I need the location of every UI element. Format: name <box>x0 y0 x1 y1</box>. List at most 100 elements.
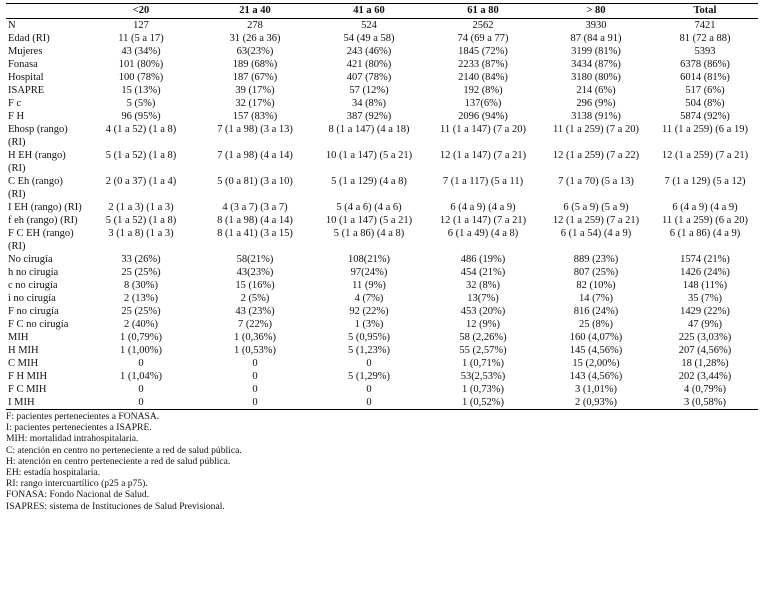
table-cell: 6 (1 a 54) (4 a 9) <box>560 228 632 239</box>
table-cell: 5 (5%) <box>126 98 156 109</box>
table-cell: 2562 <box>472 20 494 31</box>
table-cell: 32 (17%) <box>235 98 275 109</box>
table-cell: 296 (9%) <box>576 98 616 109</box>
row-label: No cirugía <box>8 254 53 265</box>
table-cell: 1426 (24%) <box>680 267 730 278</box>
table-cell: 12 (1 a 259) (7 a 21) <box>661 150 749 161</box>
table-row: No cirugía 33 (26%) 58(21%) 108(21%) 486 (19… <box>6 253 758 266</box>
table-row: h no cirugía 25 (25%) 43(23%) 97(24%) 454 (2… <box>6 266 758 279</box>
table-cell: 5 (0 a 81) (3 a 10) <box>217 176 293 187</box>
table-row: H EH (rango) (RI) 5 (1 a 52) (1 a 8) 7 (1 … <box>6 149 758 175</box>
header-row: <20 21 a 40 41 a 60 61 a 80 > 80 Total <box>6 3 758 19</box>
table-cell: 5 (1,23%) <box>348 345 390 356</box>
table-cell: 0 <box>366 358 372 369</box>
table-cell: 7 (1 a 98) (3 a 13) <box>217 124 293 135</box>
table-row: F c 5 (5%) 32 (17%) 34 (8%) 137(6%) 296 (9%) 5… <box>6 97 758 110</box>
table-cell: 192 (8%) <box>463 85 503 96</box>
table-cell: 0 <box>252 384 258 395</box>
table-cell: 1 (0,79%) <box>120 332 162 343</box>
header-cell: > 80 <box>540 3 652 19</box>
table-cell: 1 (0,36%) <box>234 332 276 343</box>
table-row: C MIH 0 0 0 1 (0,71%) 15 (2,00%) 18 (1,28%) <box>6 357 758 370</box>
row-label: F no cirugía <box>8 306 59 317</box>
table-cell: 2 (0 a 37) (1 a 4) <box>105 176 177 187</box>
table-row: f eh (rango) (RI) 5 (1 a 52) (1 a 8) 8 (1 … <box>6 214 758 227</box>
table-row: Mujeres 43 (34%) 63(23%) 243 (46%) 1845 (72%… <box>6 45 758 58</box>
footnote: F: pacientes pertenecientes a FONASA. <box>6 411 160 422</box>
table-cell: 12 (1 a 147) (7 a 21) <box>439 150 527 161</box>
table-cell: 2 (13%) <box>123 293 159 304</box>
footnote: ISAPRES: sistema de Instituciones de Sal… <box>6 500 225 512</box>
table-cell: 5 (4 a 6) (4 a 6) <box>336 202 402 213</box>
table-cell: 2140 (84%) <box>458 72 508 83</box>
table-cell: 517 (6%) <box>685 85 725 96</box>
table-row: F H MIH 1 (1,04%) 0 5 (1,29%) 53(2,53%) 143 (… <box>6 370 758 383</box>
table-cell: 11 (1 a 259) (6 a 19) <box>662 124 748 135</box>
table-cell: 6014 (81%) <box>680 72 730 83</box>
row-label: Fonasa <box>8 59 38 70</box>
table-cell: 87 (84 a 91) <box>570 33 622 44</box>
table-cell: 34 (8%) <box>351 98 387 109</box>
table-cell: 57 (12%) <box>349 85 389 96</box>
table-cell: 11 (5 a 17) <box>118 33 164 44</box>
table-cell: 25 (25%) <box>121 267 161 278</box>
row-label: F H <box>8 111 25 122</box>
table-cell: 11 (1 a 259) (6 a 20) <box>662 215 748 226</box>
table-cell: 225 (3,03%) <box>678 332 732 343</box>
table-cell: 3199 (81%) <box>571 46 621 57</box>
table-cell: 160 (4,07%) <box>569 332 623 343</box>
table-row: ISAPRE 15 (13%) 39 (17%) 57 (12%) 192 (8%) 21… <box>6 84 758 97</box>
table-cell: 43(23%) <box>236 267 274 278</box>
table-cell: 1 (3%) <box>354 319 384 330</box>
table-cell: 157 (83%) <box>232 111 278 122</box>
table-cell: 7421 <box>694 20 716 31</box>
table-cell: 453 (20%) <box>460 306 506 317</box>
row-label: Edad (RI) <box>8 33 50 44</box>
table-cell: 96 (95%) <box>121 111 161 122</box>
table-row: Hospital 100 (78%) 187 (67%) 407 (78%) 2140 … <box>6 71 758 84</box>
table-row: Ehosp (rango) (RI) 4 (1 a 52) (1 a 8) 7 (1… <box>6 123 758 149</box>
table-cell: 3 (1 a 8) (1 a 3) <box>108 228 174 239</box>
table-cell: 4 (0,79%) <box>684 384 726 395</box>
table-row: F C no cirugía 2 (40%) 7 (22%) 1 (3%) 12 (9%… <box>6 318 758 331</box>
table-cell: 5393 <box>694 46 716 57</box>
table-cell: 7 (1 a 129) (5 a 12) <box>664 176 746 187</box>
table-cell: 35 (7%) <box>687 293 723 304</box>
table-cell: 8 (1 a 147) (4 a 18) <box>328 124 410 135</box>
row-label: F C no cirugía <box>8 319 69 330</box>
footnote: H: atención en centro perteneciente a re… <box>6 455 231 467</box>
header-cell-label <box>6 3 84 19</box>
header-cell: 21 a 40 <box>198 3 312 19</box>
table-cell: 137(6%) <box>464 98 502 109</box>
table-cell: 15 (13%) <box>121 85 161 96</box>
table-cell: 108(21%) <box>348 254 390 265</box>
footnote: C: atención en centro no perteneciente a… <box>6 444 242 456</box>
table-cell: 55 (2,57%) <box>459 345 507 356</box>
table-cell: 3 (1,01%) <box>575 384 617 395</box>
table-cell: 39 (17%) <box>235 85 275 96</box>
table-cell: 15 (16%) <box>235 280 275 291</box>
table-cell: 11 (9%) <box>352 280 386 291</box>
table-cell: 1 (0,71%) <box>462 358 504 369</box>
table-cell: 1 (0,73%) <box>462 384 504 395</box>
table-cell: 1574 (21%) <box>680 254 730 265</box>
row-label: ISAPRE <box>8 85 45 96</box>
table-cell: 5 (1 a 86) (4 a 8) <box>333 228 405 239</box>
table-cell: 0 <box>138 358 144 369</box>
row-label: F H MIH <box>8 371 48 382</box>
table-cell: 454 (21%) <box>460 267 506 278</box>
table-cell: 6 (1 a 49) (4 a 8) <box>447 228 519 239</box>
footnote: EH: estadía hospitalaria. <box>6 467 101 479</box>
table-cell: 5 (1,29%) <box>348 371 390 382</box>
table-cell: 2 (0,93%) <box>540 396 652 410</box>
table-cell: 10 (1 a 147) (5 a 21) <box>325 215 413 226</box>
table-cell: 0 <box>252 371 258 382</box>
table-cell: 0 <box>84 396 198 410</box>
row-label: MIH <box>8 332 29 343</box>
table-cell: 33 (26%) <box>121 254 161 265</box>
table-cell: 3138 (91%) <box>571 111 621 122</box>
table-cell: 12 (1 a 259) (7 a 22) <box>552 150 640 161</box>
table-row: I EH (rango) (RI) 2 (1 a 3) (1 a 3) 4 (3 a… <box>6 201 758 214</box>
table-cell: 207 (4,56%) <box>678 345 732 356</box>
table-cell: 1 (1,04%) <box>120 371 162 382</box>
